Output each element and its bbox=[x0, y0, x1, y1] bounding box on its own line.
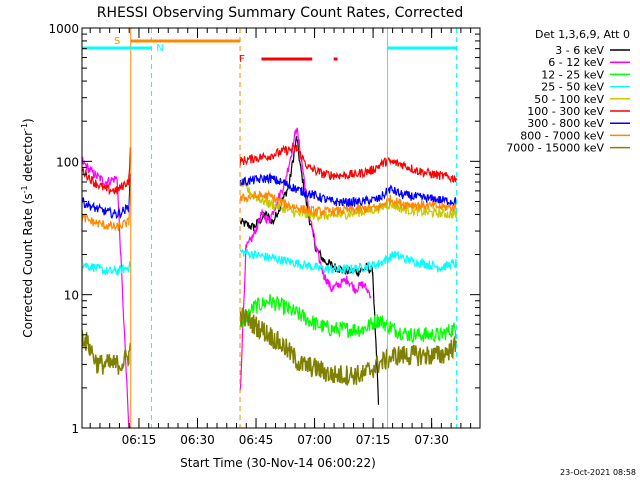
series-line bbox=[81, 248, 458, 277]
chart-title: RHESSI Observing Summary Count Rates, Co… bbox=[97, 5, 463, 21]
y-tick-label: 1 bbox=[71, 422, 79, 436]
y-axis-label-exponent: -1 bbox=[20, 185, 29, 193]
plot-frame bbox=[81, 27, 481, 429]
x-axis-label: Start Time (30-Nov-14 06:00:22) bbox=[180, 456, 376, 470]
annotation-label: F bbox=[239, 54, 245, 65]
x-tick-label: 07:00 bbox=[297, 433, 332, 447]
y-axis-label: Corrected Count Rate (s-1 detector-1) bbox=[20, 118, 35, 337]
legend-entry-label: 50 - 100 keV bbox=[534, 93, 604, 106]
x-tick-label: 06:45 bbox=[239, 433, 274, 447]
legend-entry-label: 12 - 25 keV bbox=[541, 68, 604, 81]
x-tick-label: 07:15 bbox=[356, 433, 391, 447]
legend-entry-label: 3 - 6 keV bbox=[555, 44, 604, 57]
series-line bbox=[81, 172, 458, 219]
x-tick-label: 06:30 bbox=[180, 433, 215, 447]
y-axis-label-part: ) bbox=[21, 118, 35, 123]
series-line bbox=[81, 144, 458, 196]
legend-header: Det 1,3,6,9, Att 0 bbox=[535, 28, 630, 41]
series-line bbox=[81, 189, 458, 232]
legend-entry-label: 800 - 7000 keV bbox=[520, 129, 604, 142]
legend-entry-label: 300 - 800 keV bbox=[527, 117, 604, 130]
y-tick-label: 100 bbox=[56, 155, 79, 169]
series-line bbox=[81, 127, 372, 429]
series-line bbox=[239, 293, 458, 344]
series-line bbox=[81, 307, 458, 386]
annotation-label: N bbox=[156, 43, 163, 54]
legend-entry-label: 6 - 12 keV bbox=[548, 56, 604, 69]
legend-entry-label: 100 - 300 keV bbox=[527, 105, 604, 118]
y-axis-label-exponent: -1 bbox=[20, 123, 29, 131]
annotation-label: S bbox=[114, 36, 120, 47]
svg-text:Corrected Count Rate (s-1 dete: Corrected Count Rate (s-1 detector-1) bbox=[20, 118, 35, 337]
legend-entry-label: 25 - 50 keV bbox=[541, 81, 604, 94]
plot-area: S N F 1 10 100 1000 06:15 06:30 06:45 07:00 07:15 07… bbox=[48, 22, 481, 447]
y-tick-label: 1000 bbox=[48, 22, 79, 36]
x-tick-label: 07:30 bbox=[414, 433, 449, 447]
y-axis-label-part: detector bbox=[21, 131, 35, 186]
y-tick-label: 10 bbox=[64, 289, 79, 303]
series-line bbox=[239, 135, 380, 405]
y-axis-label-part: Corrected Count Rate (s bbox=[21, 193, 35, 337]
legend-entry-label: 7000 - 15000 keV bbox=[506, 142, 604, 155]
x-tick-label: 06:15 bbox=[122, 433, 157, 447]
footer-timestamp: 23-Oct-2021 08:58 bbox=[560, 468, 636, 477]
